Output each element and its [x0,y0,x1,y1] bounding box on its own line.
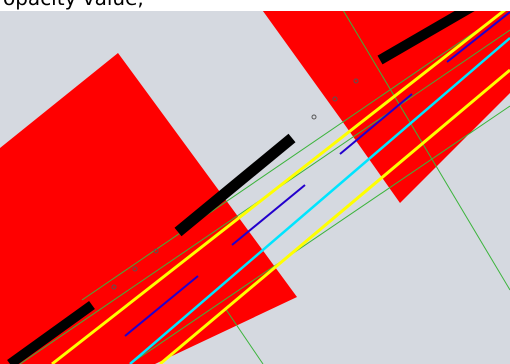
barrier-top-right[interactable] [377,0,478,65]
caption-strip: opacity value, [0,0,510,11]
marker-4[interactable] [311,114,317,120]
caption-text: opacity value, [3,0,144,8]
red-zone-top-right[interactable] [255,0,510,203]
guide-line-upper-right [336,0,510,291]
lane-marking-3[interactable] [339,93,413,155]
road-edge-yellow-upper[interactable] [51,4,510,364]
lane-marking-4[interactable] [446,11,510,63]
lane-marking-2[interactable] [231,184,306,246]
barrier-bottom-left[interactable] [7,300,95,364]
red-zone-left[interactable] [0,53,297,364]
road-edge-yellow-lower[interactable] [159,68,510,364]
guide-line-lower-left [224,307,264,364]
barrier-middle[interactable] [174,133,296,237]
marker-2[interactable] [132,266,138,272]
lane-marking-1[interactable] [124,275,199,337]
marker-5[interactable] [332,96,338,102]
road-centerline[interactable] [129,37,510,364]
road-edge-upper-green [81,7,510,301]
marker-1[interactable] [111,284,117,290]
marker-6[interactable] [353,78,359,84]
road-edge-right-green [129,105,510,364]
marker-3[interactable] [153,248,159,254]
